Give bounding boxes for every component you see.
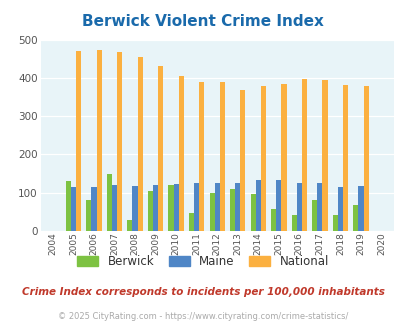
Bar — [153, 185, 158, 231]
Bar — [199, 82, 204, 231]
Bar — [112, 185, 117, 231]
Bar — [214, 183, 219, 231]
Bar — [234, 183, 240, 231]
Bar — [107, 174, 112, 231]
Bar — [322, 80, 327, 231]
Bar — [296, 183, 301, 231]
Bar — [158, 66, 163, 231]
Bar — [66, 181, 71, 231]
Bar — [358, 186, 362, 231]
Bar — [352, 205, 358, 231]
Bar — [194, 183, 199, 231]
Bar — [178, 76, 183, 231]
Bar — [260, 86, 265, 231]
Bar — [317, 183, 322, 231]
Bar — [71, 187, 76, 231]
Text: Berwick Violent Crime Index: Berwick Violent Crime Index — [82, 14, 323, 29]
Bar — [240, 90, 245, 231]
Bar — [127, 219, 132, 231]
Text: © 2025 CityRating.com - https://www.cityrating.com/crime-statistics/: © 2025 CityRating.com - https://www.city… — [58, 312, 347, 321]
Legend: Berwick, Maine, National: Berwick, Maine, National — [77, 255, 328, 268]
Bar — [275, 180, 281, 231]
Bar — [117, 52, 122, 231]
Bar — [362, 85, 368, 231]
Bar — [188, 214, 194, 231]
Bar — [230, 189, 234, 231]
Bar — [91, 187, 96, 231]
Bar — [209, 193, 214, 231]
Bar — [147, 191, 153, 231]
Bar — [173, 184, 178, 231]
Bar — [250, 194, 255, 231]
Bar — [219, 82, 224, 231]
Bar — [86, 200, 91, 231]
Bar — [76, 51, 81, 231]
Text: Crime Index corresponds to incidents per 100,000 inhabitants: Crime Index corresponds to incidents per… — [21, 287, 384, 297]
Bar — [332, 215, 337, 231]
Bar — [301, 79, 306, 231]
Bar — [137, 57, 143, 231]
Bar — [311, 200, 317, 231]
Bar — [271, 209, 275, 231]
Bar — [337, 187, 342, 231]
Bar — [281, 84, 286, 231]
Bar — [96, 50, 101, 231]
Bar — [255, 180, 260, 231]
Bar — [168, 185, 173, 231]
Bar — [291, 215, 296, 231]
Bar — [132, 186, 137, 231]
Bar — [342, 85, 347, 231]
